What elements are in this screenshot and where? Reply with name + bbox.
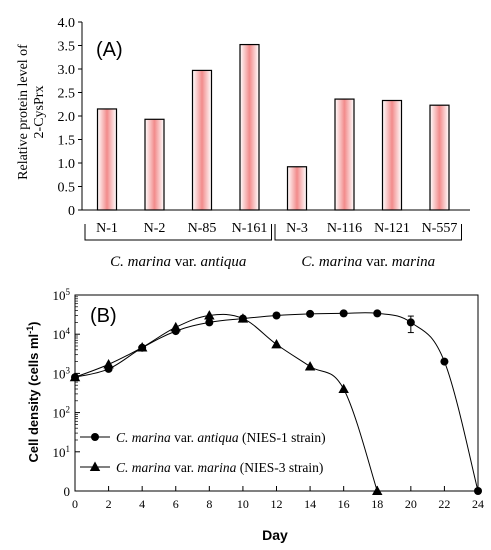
panel-b-y-axis-label: Cell density (cells ml-1)	[25, 322, 41, 463]
data-point-circle	[272, 311, 281, 320]
panel-b-y-tick-label: 0	[64, 484, 71, 499]
panel-a-y-tick-label: 2.5	[58, 87, 76, 102]
panel-b-x-tick-label: 10	[237, 497, 249, 511]
panel-a-y-tick-label: 1.5	[58, 134, 76, 149]
group-label: C. marina var. antiqua	[110, 254, 246, 270]
category-label: N-85	[188, 221, 217, 236]
category-label: N-2	[144, 221, 166, 236]
panel-a-y-tick-label: 0	[68, 204, 75, 219]
data-point-triangle	[338, 383, 349, 394]
bar	[96, 108, 118, 211]
legend-label: C. marina var. marina (NIES-3 strain)	[116, 460, 323, 475]
group-label: C. marina var. marina	[301, 254, 435, 270]
bar	[144, 118, 165, 211]
panel-b-x-tick-label: 6	[173, 497, 179, 511]
data-point-triangle	[136, 342, 148, 352]
bar	[334, 98, 355, 211]
panel-b-series	[69, 309, 482, 496]
category-label: N-121	[374, 221, 410, 236]
panel-a-group-brackets: C. marina var. antiqua C. marina var. mar…	[84, 224, 462, 270]
legend-marker-circle	[91, 433, 99, 441]
bar	[429, 104, 450, 211]
data-point-triangle	[103, 358, 114, 369]
panel-a-x-tick-labels: N-1 N-2 N-85 N-161 N-3 N-116 N-121 N-557	[96, 221, 457, 236]
panel-b-x-tick-label: 2	[106, 497, 112, 511]
panel-b-y-tick-label: 102	[53, 405, 71, 421]
group-bracket	[84, 224, 272, 241]
panel-b-x-tick-label: 24	[472, 497, 484, 511]
data-point-triangle	[271, 338, 282, 349]
data-point-triangle	[204, 310, 215, 320]
series-marina-line	[74, 313, 378, 492]
panel-a-y-tick-label: 0.5	[58, 181, 76, 196]
legend-label: C. marina var. antiqua (NIES-1 strain)	[116, 430, 326, 445]
bar	[381, 99, 403, 211]
panel-b-x-tick-label: 12	[271, 497, 283, 511]
panel-b-label: (B)	[90, 305, 117, 327]
panel-b-x-tick-label: 4	[139, 497, 145, 511]
panel-b-legend: C. marina var. antiqua (NIES-1 strain) C.…	[80, 430, 326, 475]
category-label: N-3	[286, 221, 308, 236]
panel-a-y-tick-label: 3.0	[58, 63, 76, 78]
category-label: N-161	[232, 221, 268, 236]
data-point-triangle	[237, 313, 249, 323]
panel-b-y-ticks: 0 101 102 103 104 105	[53, 287, 80, 499]
panel-b-x-ticks: 0 2 4 6 8 10 12 14 16 18 20 22 24	[72, 486, 484, 511]
data-point-triangle	[372, 485, 383, 496]
panel-a-y-ticks: 0 0.5 1.0 1.5 2.0 2.5 3.0 3.5 4.0	[58, 16, 82, 219]
panel-b-y-tick-label: 105	[53, 287, 71, 303]
panel-a-label: (A)	[96, 39, 123, 61]
panel-b-x-tick-label: 16	[338, 497, 350, 511]
data-point-circle	[339, 309, 348, 318]
panel-b-x-tick-label: 0	[72, 497, 78, 511]
panel-a-y-tick-label: 3.5	[58, 40, 76, 55]
panel-b-x-tick-label: 22	[438, 497, 450, 511]
panel-b-y-tick-label: 101	[53, 444, 71, 460]
bar	[239, 43, 260, 211]
bar	[191, 69, 213, 211]
data-point-circle	[306, 309, 315, 318]
data-point-circle	[474, 487, 482, 495]
panel-b-y-tick-label: 103	[53, 365, 71, 381]
panel-a-y-tick-label: 4.0	[58, 16, 76, 31]
panel-b-x-tick-label: 18	[371, 497, 383, 511]
data-point-circle	[205, 318, 214, 327]
panel-b-x-tick-label: 14	[304, 497, 316, 511]
category-label: N-1	[96, 221, 118, 236]
category-label: N-116	[327, 221, 362, 236]
data-point-triangle	[69, 371, 81, 382]
panel-b-y-tick-label: 104	[53, 326, 71, 342]
group-bracket	[274, 224, 462, 241]
data-point-triangle	[170, 321, 181, 332]
panel-a-y-axis-label: Relative protein level of2-CysPrx	[16, 44, 47, 180]
bar-chart-panel-a: (A) Relative protein level of2-CysPrx 00…	[16, 16, 470, 270]
data-point-triangle	[304, 361, 316, 371]
panel-a-y-tick-label: 1.0	[58, 157, 76, 172]
data-point-circle	[373, 309, 382, 318]
bar	[286, 166, 308, 211]
category-label: N-557	[422, 221, 458, 236]
panel-a-bars	[96, 43, 450, 211]
line-chart-panel-b: (B) Cell density (cells ml-1) Day 0 101 10…	[25, 287, 484, 543]
data-point-circle	[440, 357, 449, 366]
panel-b-x-tick-label: 20	[405, 497, 417, 511]
legend-marker-triangle	[89, 461, 101, 471]
panel-b-x-axis-label: Day	[262, 527, 288, 543]
panel-a-y-tick-label: 2.0	[58, 110, 76, 125]
panel-b-x-tick-label: 8	[206, 497, 212, 511]
